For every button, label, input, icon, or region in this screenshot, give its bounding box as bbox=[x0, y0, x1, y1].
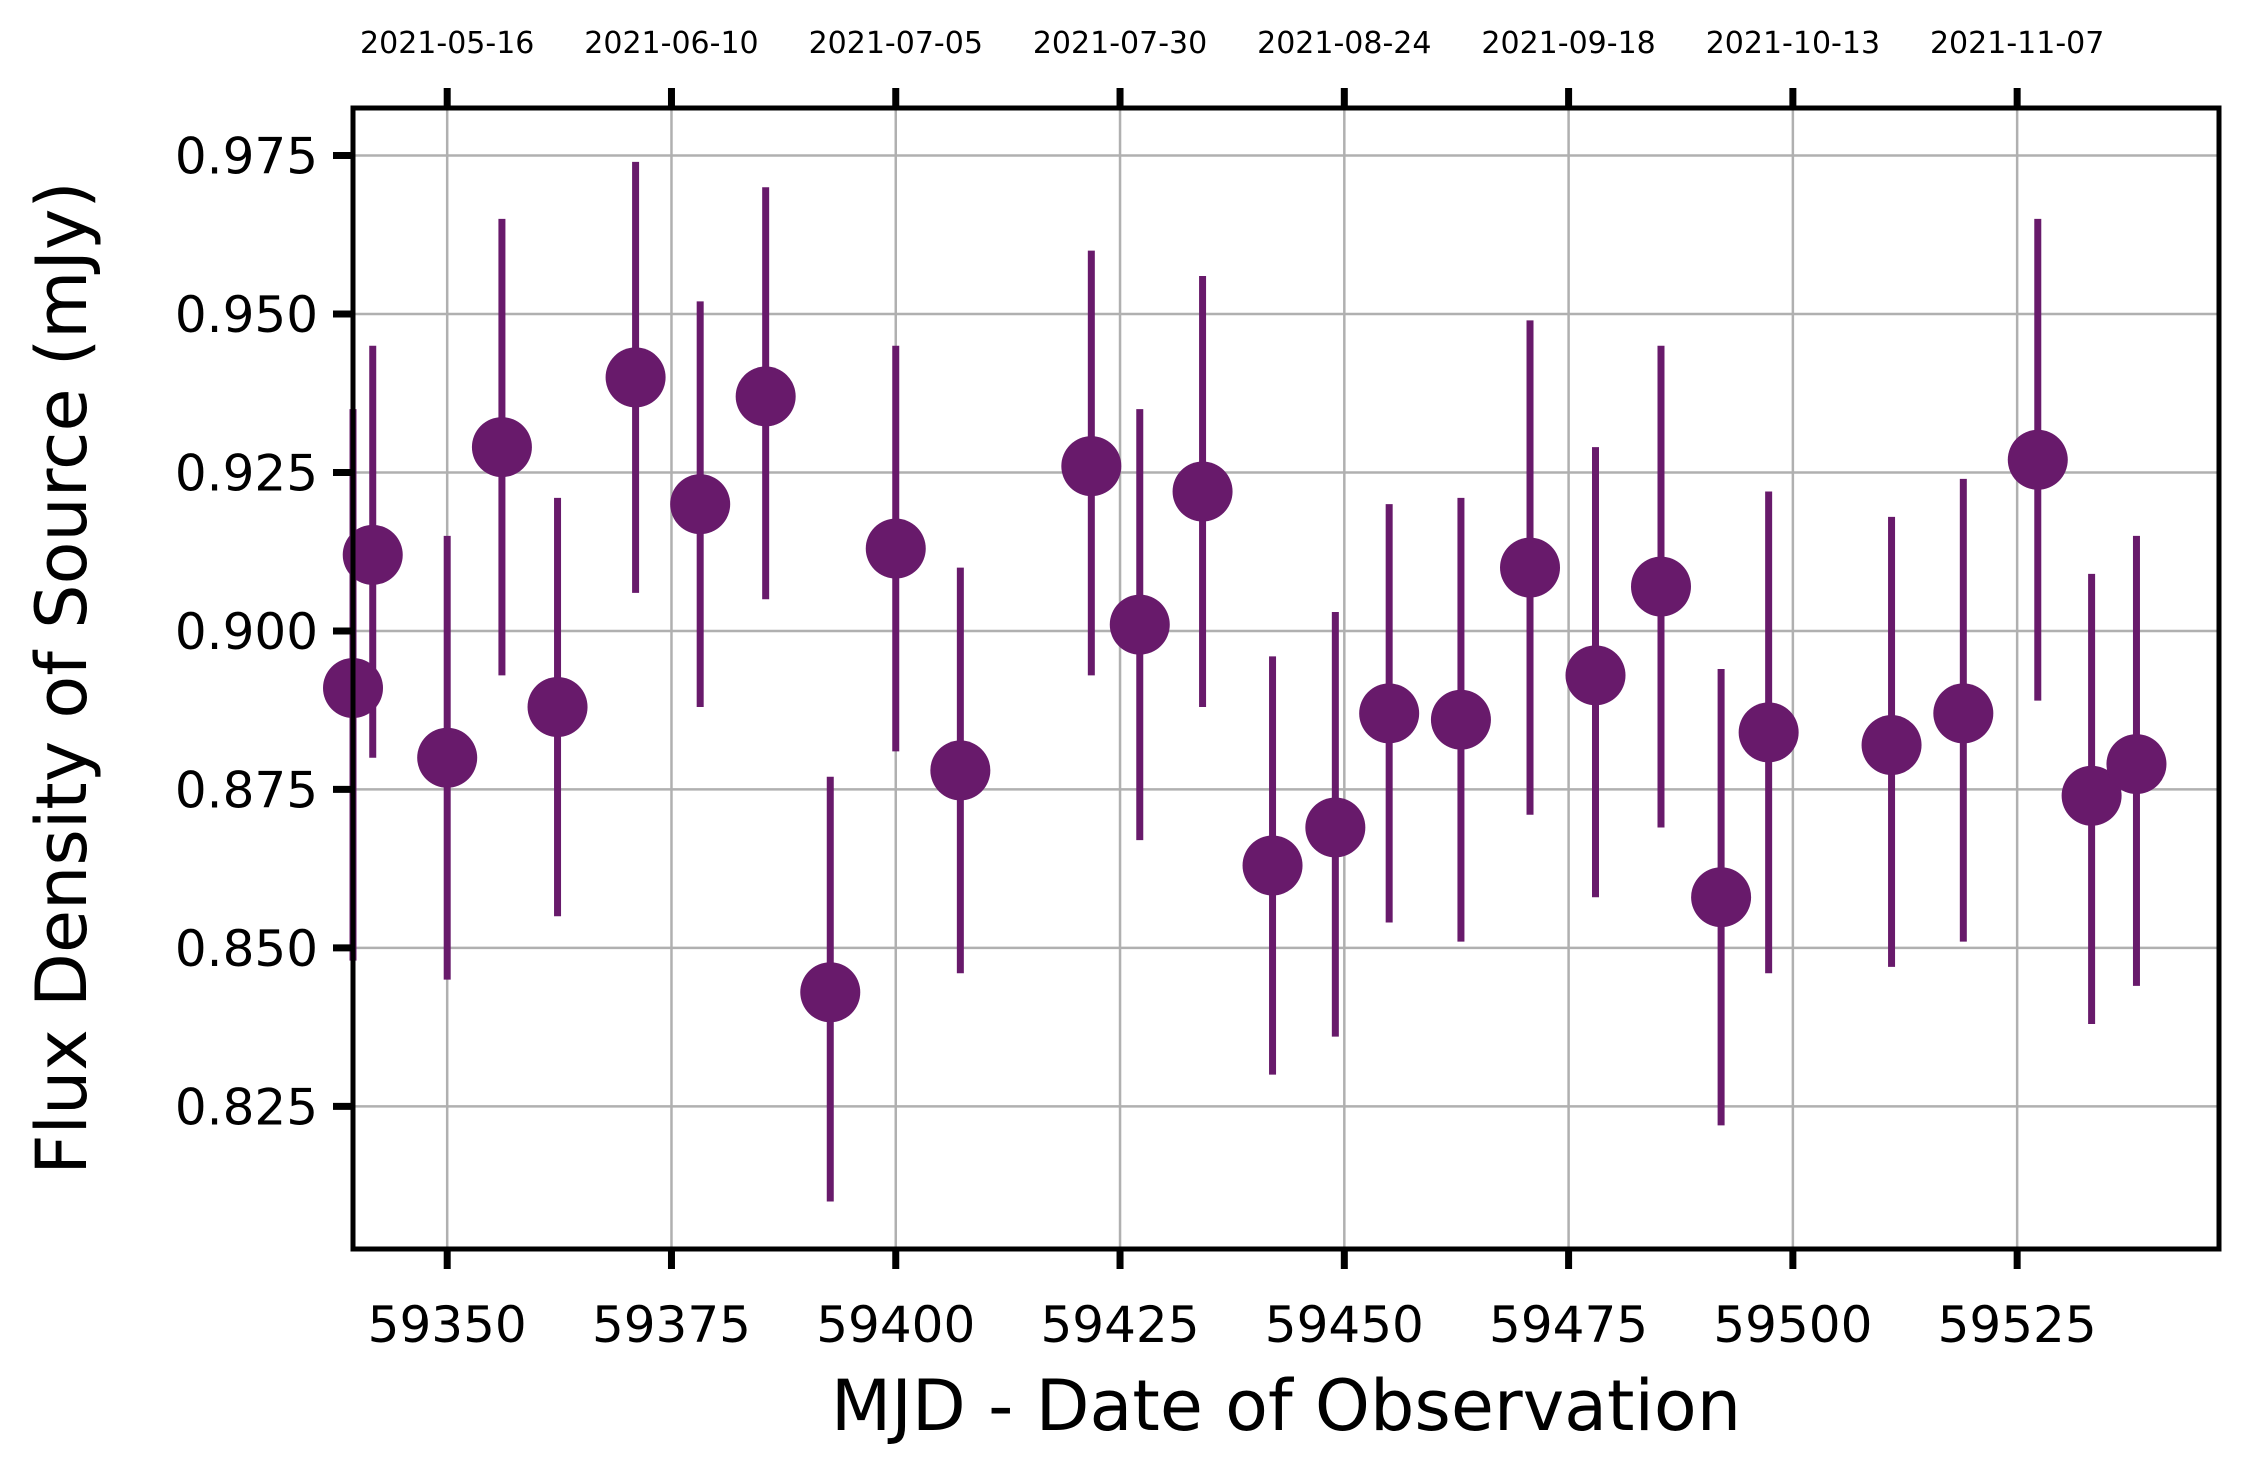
top-x-tick-label: 2021-05-16 bbox=[360, 26, 534, 61]
top-x-tick-label: 2021-07-30 bbox=[1033, 26, 1207, 61]
data-point bbox=[1861, 715, 1922, 776]
data-point bbox=[605, 347, 666, 408]
data-point bbox=[1172, 461, 1233, 522]
data-point bbox=[2106, 734, 2167, 795]
y-tick-label: 0.825 bbox=[175, 1078, 318, 1136]
top-x-tick-label: 2021-10-13 bbox=[1706, 26, 1880, 61]
y-tick-label: 0.875 bbox=[175, 761, 318, 819]
x-tick-label: 59400 bbox=[816, 1296, 975, 1354]
data-point bbox=[527, 677, 588, 738]
data-point bbox=[1109, 594, 1170, 655]
data-point bbox=[1933, 683, 1994, 744]
x-tick-label: 59350 bbox=[368, 1296, 527, 1354]
x-tick-label: 59500 bbox=[1713, 1296, 1872, 1354]
axis-ticks bbox=[333, 88, 2021, 1269]
x-tick-label: 59425 bbox=[1041, 1296, 1200, 1354]
data-point bbox=[2061, 765, 2122, 826]
plot-frame bbox=[350, 105, 2222, 1252]
data-points bbox=[323, 347, 2167, 1023]
data-point bbox=[1242, 835, 1303, 896]
data-point bbox=[865, 518, 926, 579]
y-tick-label: 0.850 bbox=[175, 920, 318, 978]
top-x-tick-label: 2021-07-05 bbox=[809, 26, 983, 61]
data-point bbox=[800, 962, 861, 1023]
data-point bbox=[1738, 702, 1799, 763]
data-point bbox=[342, 524, 403, 585]
data-point bbox=[1061, 436, 1122, 497]
x-tick-label: 59375 bbox=[592, 1296, 751, 1354]
data-point bbox=[930, 740, 991, 801]
y-axis-title: Flux Density of Source (mJy) bbox=[21, 181, 103, 1174]
data-point bbox=[1691, 867, 1752, 928]
x-tick-label: 59450 bbox=[1265, 1296, 1424, 1354]
data-point bbox=[670, 474, 731, 535]
top-x-tick-label: 2021-11-07 bbox=[1930, 26, 2104, 61]
tick-labels: 59350 59375 59400 59425 59450 59475 59500 59525… bbox=[175, 26, 2104, 1354]
top-x-tick-label: 2021-06-10 bbox=[584, 26, 758, 61]
data-point bbox=[1565, 645, 1626, 706]
data-point bbox=[1305, 797, 1366, 858]
data-point bbox=[1630, 556, 1691, 617]
top-x-tick-label: 2021-09-18 bbox=[1481, 26, 1655, 61]
grid-lines bbox=[353, 108, 2219, 1249]
y-tick-label: 0.925 bbox=[175, 444, 318, 502]
x-tick-label: 59475 bbox=[1489, 1296, 1648, 1354]
data-point bbox=[1430, 689, 1491, 750]
data-point bbox=[417, 727, 478, 788]
y-tick-label: 0.975 bbox=[175, 128, 318, 186]
top-x-tick-label: 2021-08-24 bbox=[1257, 26, 1431, 61]
data-point bbox=[1500, 537, 1561, 598]
data-point bbox=[471, 417, 532, 478]
data-point bbox=[735, 366, 796, 427]
data-point bbox=[2007, 429, 2068, 490]
data-point bbox=[1359, 683, 1420, 744]
x-axis-title: MJD - Date of Observation bbox=[831, 1365, 1741, 1447]
y-tick-label: 0.900 bbox=[175, 603, 318, 661]
x-tick-label: 59525 bbox=[1938, 1296, 2097, 1354]
y-tick-label: 0.950 bbox=[175, 286, 318, 344]
